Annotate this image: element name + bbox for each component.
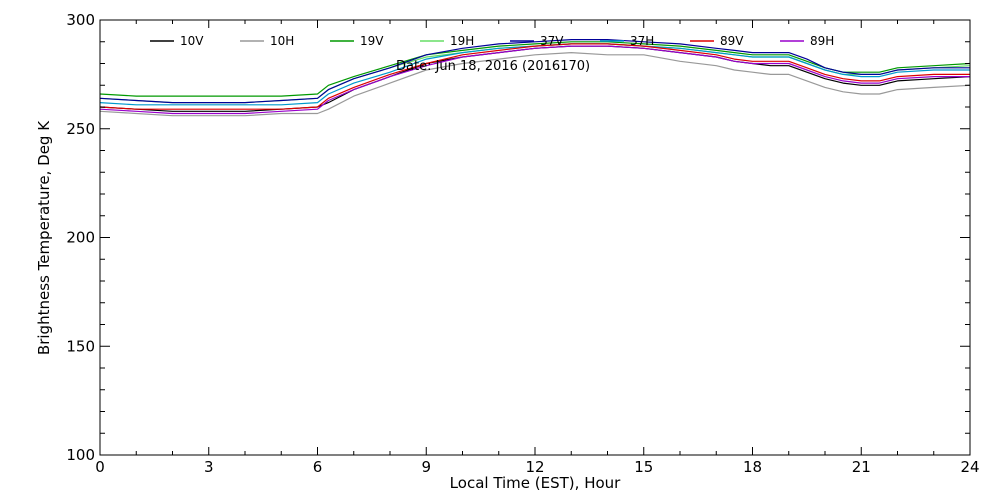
y-tick-label: 200 [66, 229, 95, 247]
legend-item-37v: 37V [510, 34, 564, 48]
x-tick-label: 6 [313, 458, 323, 476]
legend-item-10v: 10V [150, 34, 204, 48]
legend-item-37h: 37H [600, 34, 654, 48]
date-annotation: Date: Jun 18, 2016 (2016170) [396, 59, 590, 74]
x-tick-label: 21 [852, 458, 871, 476]
legend-label: 19V [360, 34, 384, 48]
ticks-layer: 0 3 6 9 12 15 18 21 24 100 150 200 250 300 [66, 11, 979, 476]
legend-item-89v: 89V [690, 34, 744, 48]
x-tick-label: 0 [95, 458, 105, 476]
x-tick-label: 9 [421, 458, 431, 476]
legend-item-89h: 89H [780, 34, 834, 48]
legend-item-19v: 19V [330, 34, 384, 48]
legend-label: 10H [270, 34, 294, 48]
series-line-37v [99, 38, 970, 104]
series-line-89v [99, 43, 970, 110]
legend-label: 19H [450, 34, 474, 48]
legend: 10V 10H 19V 19H 37V 37H 89V 89H [150, 34, 834, 48]
legend-item-10h: 10H [240, 34, 294, 48]
y-tick-label: 300 [66, 11, 95, 29]
plot-frame [99, 19, 971, 456]
x-tick-label: 12 [525, 458, 544, 476]
y-axis-title: Brightness Temperature, Deg K [35, 120, 53, 355]
x-tick-label: 15 [634, 458, 653, 476]
series-line-10h [99, 51, 971, 117]
legend-item-19h: 19H [420, 34, 474, 48]
legend-label: 37V [540, 34, 564, 48]
x-tick-label: 18 [743, 458, 762, 476]
legend-label: 37H [630, 34, 654, 48]
y-tick-label: 150 [66, 337, 95, 355]
legend-label: 89H [810, 34, 834, 48]
x-axis-title: Local Time (EST), Hour [450, 474, 621, 492]
x-tick-label: 24 [960, 458, 979, 476]
series-layer [99, 38, 971, 117]
y-tick-label: 100 [66, 446, 95, 464]
series-line-10v [99, 45, 971, 112]
legend-label: 89V [720, 34, 744, 48]
legend-label: 10V [180, 34, 204, 48]
x-tick-label: 3 [204, 458, 214, 476]
y-tick-label: 250 [66, 120, 95, 138]
series-line-89h [99, 45, 970, 115]
